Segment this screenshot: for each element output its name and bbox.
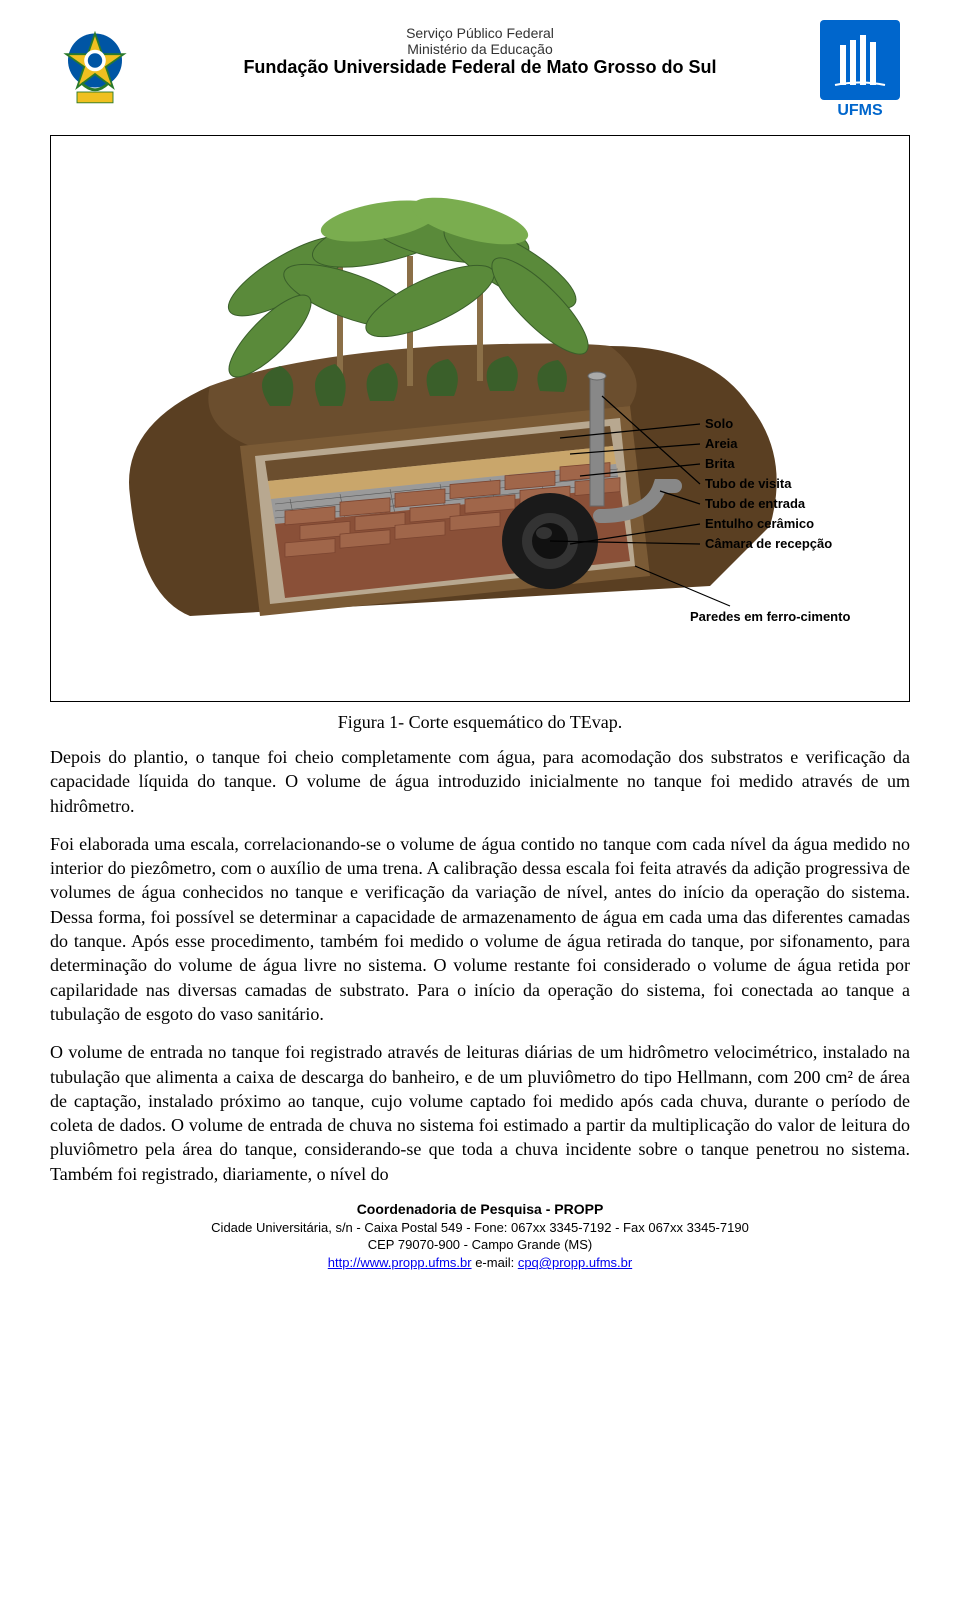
label-brita: Brita: [705, 456, 735, 471]
document-header: Serviço Público Federal Ministério da Ed…: [50, 20, 910, 120]
header-line3: Fundação Universidade Federal de Mato Gr…: [150, 57, 810, 78]
document-footer: Coordenadoria de Pesquisa - PROPP Cidade…: [50, 1200, 910, 1272]
label-entulho: Entulho cerâmico: [705, 516, 814, 531]
label-tubo-visita: Tubo de visita: [705, 476, 792, 491]
ufms-logo-block: UFMS: [810, 20, 910, 120]
footer-email-label: e-mail:: [475, 1255, 518, 1270]
label-solo: Solo: [705, 416, 733, 431]
figure-1-caption: Figura 1- Corte esquemático do TEvap.: [50, 712, 910, 733]
paragraph-3: O volume de entrada no tanque foi regist…: [50, 1040, 910, 1186]
label-paredes: Paredes em ferro-cimento: [690, 609, 850, 624]
label-areia: Areia: [705, 436, 738, 451]
footer-cep: CEP 79070-900 - Campo Grande (MS): [50, 1236, 910, 1254]
figure-1-diagram: Solo Areia Brita Tubo de visita Tubo de …: [90, 146, 870, 686]
header-institution-text: Serviço Público Federal Ministério da Ed…: [150, 20, 810, 78]
national-coat-of-arms: [50, 20, 150, 110]
footer-title: Coordenadoria de Pesquisa - PROPP: [50, 1200, 910, 1219]
header-line1: Serviço Público Federal: [150, 25, 810, 41]
footer-links: http://www.propp.ufms.br e-mail: cpq@pro…: [50, 1254, 910, 1272]
figure-1-container: Solo Areia Brita Tubo de visita Tubo de …: [50, 135, 910, 702]
ufms-logo-text: UFMS: [837, 102, 882, 120]
label-camara: Câmara de recepção: [705, 536, 832, 551]
plants-group: [218, 188, 600, 406]
header-line2: Ministério da Educação: [150, 41, 810, 57]
paragraph-2: Foi elaborada uma escala, correlacionand…: [50, 832, 910, 1026]
footer-url-link[interactable]: http://www.propp.ufms.br: [328, 1255, 472, 1270]
footer-address: Cidade Universitária, s/n - Caixa Postal…: [50, 1219, 910, 1237]
label-tubo-entrada: Tubo de entrada: [705, 496, 806, 511]
paragraph-1: Depois do plantio, o tanque foi cheio co…: [50, 745, 910, 818]
footer-email-link[interactable]: cpq@propp.ufms.br: [518, 1255, 632, 1270]
ufms-logo-icon: [820, 20, 900, 100]
